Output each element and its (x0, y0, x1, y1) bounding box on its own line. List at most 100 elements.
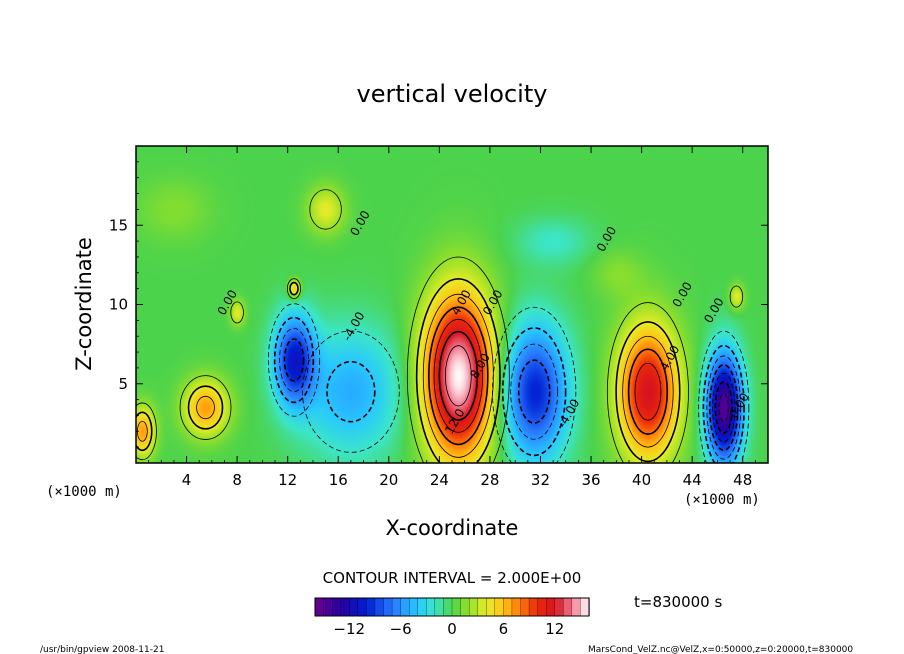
contour-interval-text: CONTOUR INTERVAL = 2.000E+00 (323, 569, 582, 587)
contour-line (230, 301, 244, 324)
contour-line (283, 338, 305, 382)
colorbar-frame (314, 597, 590, 617)
colorbar-cell (383, 597, 393, 617)
colorbar-cell (580, 597, 590, 617)
contour-line (729, 285, 744, 308)
colorbar-cell (409, 597, 419, 617)
colorbar-cell (537, 597, 547, 617)
contour-line (622, 335, 674, 448)
colorbar-cell (374, 597, 385, 617)
colorbar-cell (451, 597, 462, 617)
contour-line (309, 189, 342, 230)
contour-line (510, 343, 559, 440)
colorbar-cell (494, 597, 505, 617)
colorbar-cell (366, 597, 376, 617)
contour-line (136, 411, 153, 452)
colorbar-tick-label: −6 (390, 620, 412, 638)
contour-line (187, 385, 224, 430)
x-tick-label: 4 (182, 471, 192, 489)
x-tick-label: 44 (683, 471, 702, 489)
footer-left: /usr/bin/gpview 2008-11-21 (40, 645, 164, 654)
contour-line (279, 327, 309, 393)
colorbar-tick-label: 12 (545, 620, 564, 638)
y-tick-label: 15 (109, 216, 128, 234)
x-tick-label: 40 (632, 471, 651, 489)
colorbar-cell (349, 597, 359, 617)
contour-line (712, 372, 736, 443)
contour-line (267, 303, 321, 417)
x-tick-label: 28 (480, 471, 499, 489)
x-axis: 4 8 12 16 20 24 28 32 36 40 44 48 (148, 146, 756, 489)
x-tick-label: 36 (581, 471, 600, 489)
colorbar-cell (520, 597, 530, 617)
contour-line (706, 355, 742, 460)
contour-line (634, 362, 662, 421)
contour-line (714, 381, 733, 434)
contour-lines (136, 189, 750, 463)
x-tick-label: 12 (278, 471, 297, 489)
contour-line (179, 375, 232, 440)
contour-line (136, 402, 157, 461)
colorbar-tick-label: 6 (499, 620, 509, 638)
contour-line (615, 321, 681, 463)
colorbar-cell (477, 597, 487, 617)
x-unit-label-right: (×1000 m) (684, 492, 760, 508)
contour-line (302, 330, 400, 453)
contour-line (415, 278, 501, 463)
contour-line (438, 330, 479, 421)
x-tick-label: 20 (379, 471, 398, 489)
x-tick-label: 16 (329, 471, 348, 489)
contour-line (196, 395, 215, 420)
colorbar-cell (468, 597, 479, 617)
contour-line (289, 281, 299, 296)
colorbar-cell (314, 597, 325, 617)
x-unit-label-left: (×1000 m) (46, 484, 122, 500)
y-axis: 5 10 15 (109, 161, 768, 448)
colorbar-tick-label: 0 (447, 620, 457, 638)
colorbar-cell (528, 597, 539, 617)
contour-line (627, 348, 669, 435)
colorbar-cell (323, 597, 333, 617)
y-tick-label: 5 (118, 375, 128, 393)
chart-title: vertical velocity (357, 80, 548, 108)
colorbar-cell (503, 597, 513, 617)
contour-line (286, 278, 302, 300)
footer-right: MarsCond_VelZ.nc@VelZ,x=0:50000,z=0:2000… (588, 645, 853, 654)
contour-line (698, 330, 750, 463)
contour-line (326, 360, 376, 423)
contour-line (492, 306, 577, 463)
colorbar-cell (331, 597, 342, 617)
colorbar-cell (391, 597, 402, 617)
x-tick-label: 24 (430, 471, 449, 489)
contour-line (702, 344, 745, 463)
colorbar-cell (563, 597, 573, 617)
colorbar-cell (460, 597, 470, 617)
contour-line (428, 306, 489, 446)
contour-line (606, 302, 689, 463)
colorbar-cell (443, 597, 453, 617)
contour-line (517, 359, 551, 424)
colorbar-cell (511, 597, 522, 617)
colorbar-cell (400, 597, 410, 617)
x-tick-label: 8 (232, 471, 242, 489)
contour-line (718, 392, 729, 423)
colorbar-tick-label: −12 (333, 620, 365, 638)
contour-line (433, 318, 483, 433)
contour-line (406, 256, 510, 463)
colorbar-cell (357, 597, 368, 617)
colorbar-cell (340, 597, 350, 617)
time-label: t=830000 s (634, 593, 722, 611)
y-axis-label: Z-coordinate (72, 237, 96, 371)
colorbar-cell (434, 597, 445, 617)
contour-line (708, 363, 739, 452)
contour-line (273, 316, 315, 404)
x-axis-label: X-coordinate (386, 516, 519, 540)
y-tick-label: 10 (109, 296, 128, 314)
contour-line (501, 327, 567, 457)
colorbar-cell (554, 597, 564, 617)
colorbar: −12 −6 0 6 12 (314, 597, 590, 638)
colorbar-cell (417, 597, 427, 617)
colorbar-cell (486, 597, 496, 617)
